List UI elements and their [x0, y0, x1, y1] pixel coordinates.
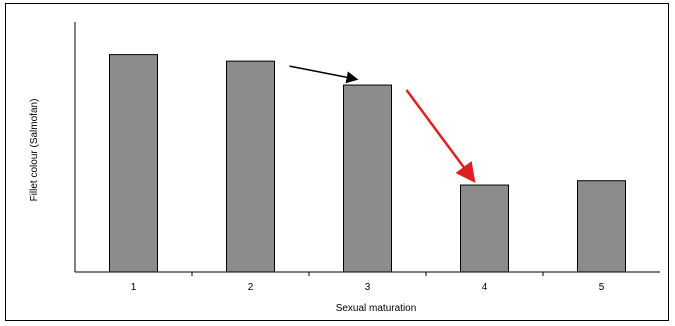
bar-1 [109, 54, 158, 273]
x-tick-label-4: 4 [482, 282, 488, 293]
x-tick-label-1: 1 [131, 282, 137, 293]
red-arrow [405, 89, 476, 184]
bar-4 [460, 184, 509, 273]
x-tick-label-2: 2 [248, 282, 254, 293]
x-tick-label-5: 5 [599, 282, 605, 293]
bar-2 [226, 60, 275, 273]
x-axis-title: Sexual maturation [336, 303, 417, 314]
chart-frame [5, 3, 669, 321]
bar-5 [577, 180, 626, 273]
bar-3 [343, 84, 392, 273]
y-axis-title: Fillet colour (Salmofan) [29, 99, 40, 202]
black-arrow [289, 65, 359, 84]
x-tick-label-3: 3 [365, 282, 371, 293]
